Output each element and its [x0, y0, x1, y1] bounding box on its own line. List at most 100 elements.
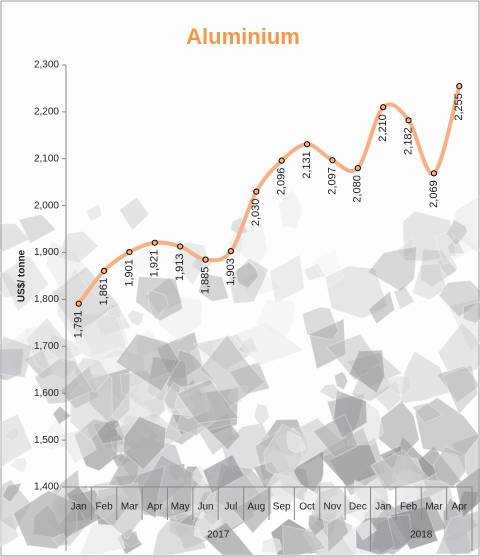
scrap-shape [127, 309, 145, 327]
marker [202, 256, 209, 263]
data-label: 2,080 [352, 175, 364, 203]
scrap-shape [74, 312, 131, 363]
data-label: 2,182 [402, 127, 414, 155]
scrap-shape [286, 430, 306, 454]
x-group-label: 2017 [207, 530, 230, 541]
scrap-shape [395, 237, 415, 259]
scrap-shape [4, 426, 20, 442]
scrap-shape [24, 323, 73, 362]
scrap-shape [393, 285, 416, 310]
data-label: 2,255 [453, 93, 465, 121]
marker [278, 157, 285, 164]
y-tick-label: 2,300 [34, 60, 59, 71]
scrap-shape [1, 482, 22, 503]
marker [456, 83, 463, 90]
scrap-shape [135, 276, 184, 322]
scrap-shape [269, 253, 305, 304]
scrap-shape [435, 510, 480, 555]
marker [151, 239, 158, 246]
x-tick-label: Apr [147, 502, 163, 513]
data-label: 1,861 [98, 278, 110, 306]
data-label: 2,096 [276, 168, 288, 196]
marker [405, 117, 412, 124]
scrap-shape [171, 241, 208, 287]
x-tick-label: Sep [273, 502, 291, 513]
scrap-shape [399, 350, 450, 405]
x-tick-label: Mar [121, 502, 139, 513]
chart-title: Aluminium [186, 24, 300, 49]
background-image [0, 189, 480, 556]
scrap-shape [308, 318, 347, 370]
scrap-shape [382, 375, 412, 396]
scrap-shape [207, 423, 241, 451]
scrap-shape [130, 242, 153, 279]
scrap-shape [147, 288, 169, 321]
scrap-shape [310, 485, 360, 522]
scrap-shape [326, 513, 350, 554]
scrap-shape [255, 298, 296, 342]
scrap-shape [228, 257, 269, 304]
marker [380, 104, 387, 111]
x-tick-label: Dec [349, 502, 367, 513]
scrap-shape [52, 405, 72, 425]
y-tick-label: 1,900 [34, 247, 59, 258]
scrap-shape [45, 240, 89, 290]
scrap-shape [419, 248, 458, 288]
y-tick-label: 1,600 [34, 388, 59, 399]
y-tick-label: 1,700 [34, 341, 59, 352]
y-tick-label: 1,500 [34, 435, 59, 446]
scrap-shape [85, 203, 103, 223]
scrap-shape [237, 336, 259, 355]
scrap-shape [34, 357, 94, 405]
y-tick-label: 2,100 [34, 153, 59, 164]
scrap-shape [115, 333, 180, 392]
scrap-shape [43, 417, 73, 452]
y-tick-label: 2,200 [34, 107, 59, 118]
marker [303, 141, 311, 148]
scrap-shape [447, 297, 480, 352]
scrap-shape [176, 378, 240, 424]
data-label: 1,885 [199, 267, 211, 295]
scrap-shape [462, 301, 480, 324]
scrap-shape [446, 219, 469, 247]
data-label: 2,030 [250, 199, 262, 227]
scrap-shape [402, 210, 457, 262]
scrap-shape [145, 276, 184, 314]
scrap-shape [106, 303, 123, 324]
data-label: 1,901 [123, 259, 135, 287]
x-tick-label: May [171, 502, 190, 513]
scrap-shape [232, 485, 272, 534]
x-tick-label: Mar [425, 502, 443, 513]
scrap-shape [0, 223, 31, 253]
line [77, 85, 462, 305]
y-tick-label: 1,800 [34, 294, 59, 305]
y-axis-label: US$/ tonne [17, 249, 28, 302]
x-tick-label: Jun [198, 502, 214, 513]
scrap-shape [192, 334, 252, 371]
x-tick-label: Jan [71, 502, 87, 513]
scrap-shape [0, 255, 50, 313]
scrap-shape [227, 385, 249, 406]
scrap-shape [94, 303, 132, 337]
marker [227, 248, 235, 255]
scrap-shape [411, 402, 444, 424]
scrap-shape [135, 328, 165, 359]
scrap-shape [278, 189, 303, 230]
y-tick-label: 2,000 [34, 200, 59, 211]
scrap-shape [262, 472, 302, 511]
scrap-shape [261, 537, 283, 555]
scrap-shape [312, 413, 359, 459]
data-label: 1,903 [225, 258, 237, 286]
scrap-shape [8, 456, 28, 474]
scrap-shape [301, 306, 340, 341]
scrap-shape [234, 261, 260, 289]
scrap-shape [411, 263, 448, 301]
data-label: 2,210 [377, 114, 389, 142]
data-label: 1,791 [73, 311, 85, 339]
x-tick-label: Oct [299, 502, 315, 513]
scrap-shape [0, 413, 33, 469]
marker [354, 165, 361, 172]
scrap-shape [156, 294, 204, 342]
scrap-shape [324, 265, 389, 319]
